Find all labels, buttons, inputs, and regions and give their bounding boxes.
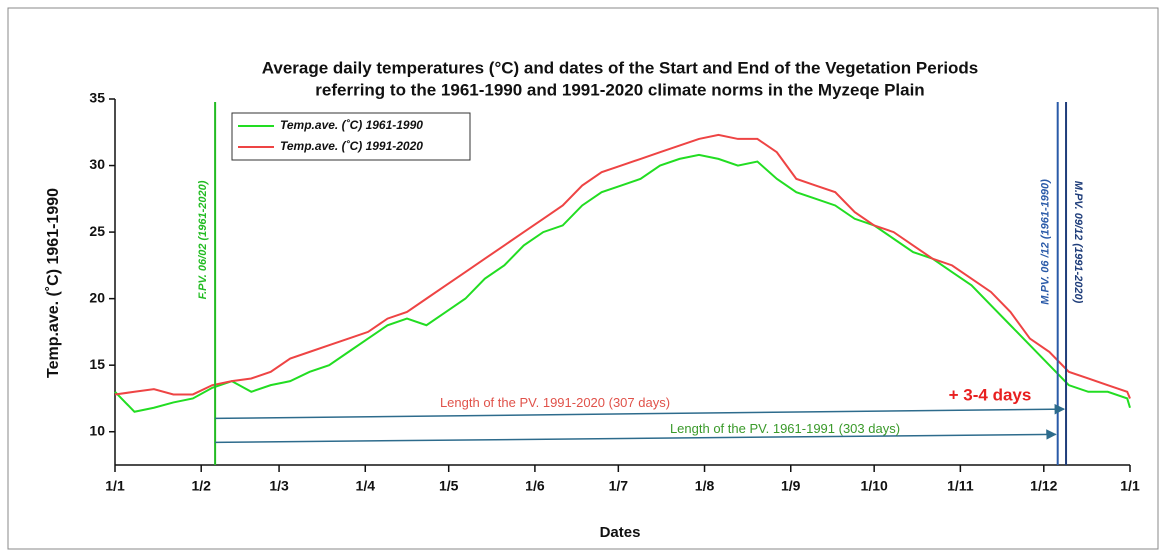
y-tick-label: 10 bbox=[89, 422, 105, 438]
arrow bbox=[215, 429, 1057, 444]
series-line bbox=[114, 153, 1131, 413]
vertical-line-label: F.PV. 06/02 (1961-2020) bbox=[197, 180, 209, 299]
x-tick-label: 1/2 bbox=[191, 478, 211, 494]
vertical-line-label: M.PV. 06 /12 (1961-1990) bbox=[1040, 179, 1052, 305]
chart-title: referring to the 1961-1990 and 1991-2020… bbox=[315, 80, 924, 99]
x-tick-label: 1/4 bbox=[356, 478, 376, 494]
x-tick-label: 1/1 bbox=[1120, 478, 1140, 494]
x-tick-label: 1/1 bbox=[105, 478, 125, 494]
x-tick-label: 1/7 bbox=[609, 478, 629, 494]
x-tick-label: 1/3 bbox=[269, 478, 289, 494]
legend-label: Temp.ave. (˚C) 1961-1990 bbox=[280, 118, 423, 132]
legend-label: Temp.ave. (˚C) 1991-2020 bbox=[280, 139, 423, 153]
x-tick-label: 1/8 bbox=[695, 478, 715, 494]
series-line bbox=[114, 133, 1131, 399]
x-tick-label: 1/9 bbox=[781, 478, 801, 494]
x-axis-label: Dates bbox=[600, 524, 641, 541]
arrow-label: Length of the PV. 1991-2020 (307 days) bbox=[440, 395, 670, 410]
y-tick-label: 30 bbox=[89, 156, 105, 172]
arrow bbox=[215, 403, 1066, 420]
x-tick-label: 1/12 bbox=[1030, 478, 1057, 494]
x-tick-label: 1/10 bbox=[861, 478, 888, 494]
y-tick-label: 15 bbox=[89, 356, 105, 372]
x-tick-label: 1/6 bbox=[525, 478, 545, 494]
annotation: + 3-4 days bbox=[949, 385, 1032, 404]
legend-box bbox=[231, 112, 471, 161]
frame bbox=[7, 7, 1159, 550]
y-tick-label: 25 bbox=[89, 223, 105, 239]
y-tick-label: 20 bbox=[89, 289, 105, 305]
x-tick-label: 1/11 bbox=[947, 478, 974, 494]
y-tick-label: 35 bbox=[89, 90, 105, 106]
vertical-line-label: M.PV. 09/12 (1991-2020) bbox=[1072, 181, 1084, 304]
y-axis-label: Temp.ave. (˚C) 1961-1990 bbox=[45, 188, 62, 378]
x-tick-label: 1/5 bbox=[439, 478, 459, 494]
chart-title: Average daily temperatures (°C) and date… bbox=[262, 58, 979, 77]
arrow-label: Length of the PV. 1961-1991 (303 days) bbox=[670, 421, 900, 436]
